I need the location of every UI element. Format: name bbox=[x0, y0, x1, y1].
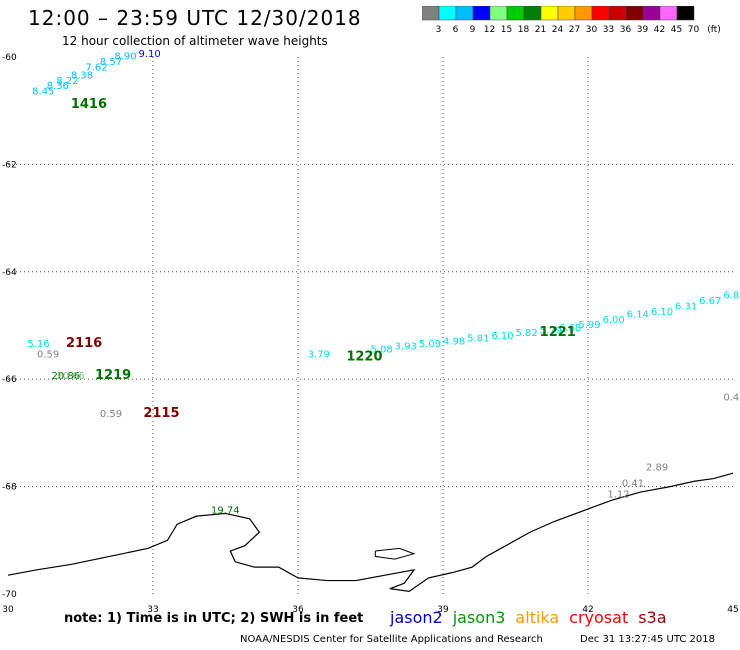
legend-label: 3 bbox=[436, 25, 442, 34]
wave-height-value: 8.90 bbox=[114, 52, 136, 63]
satellite-jason2: jason2 bbox=[390, 608, 443, 627]
wave-height-value: 5.16 bbox=[27, 339, 49, 350]
wave-height-value: 8.57 bbox=[100, 57, 122, 68]
wave-height-value: 6.14 bbox=[627, 309, 649, 320]
pass-time-label: 2115 bbox=[143, 406, 179, 421]
wave-height-value: 8.45 bbox=[32, 87, 54, 98]
wave-height-value: 4.98 bbox=[443, 336, 465, 347]
wave-height-value: 1.12 bbox=[607, 489, 629, 500]
satellite-legend: jason2 jason3 altika cryosat s3a bbox=[390, 608, 677, 627]
lat-tick-label: -62 bbox=[2, 160, 17, 170]
pass-time-label: 1221 bbox=[540, 325, 576, 340]
antarctic-coastline bbox=[7, 472, 734, 592]
wave-height-value: 9.10 bbox=[139, 49, 161, 60]
pass-time-label: 1220 bbox=[346, 349, 382, 364]
pass-time-label: 1416 bbox=[71, 97, 107, 112]
wave-height-legend: 3 6 9 12 15 18 21 24 27 30 33 36 39 42 45 70 (ft) bbox=[422, 6, 721, 34]
wave-height-value: 8.38 bbox=[71, 70, 93, 81]
wave-height-value: 2.89 bbox=[646, 462, 668, 473]
lat-tick-label: -68 bbox=[2, 483, 17, 493]
legend-label: 27 bbox=[569, 25, 580, 34]
lat-tick-label: -60 bbox=[2, 53, 17, 63]
wave-height-value: 0.59 bbox=[100, 409, 122, 420]
satellite-altika: altika bbox=[515, 608, 560, 627]
legend-label: 33 bbox=[603, 25, 614, 34]
lon-tick-label: 36 bbox=[292, 605, 304, 615]
track-2115: 0.59 2115 bbox=[100, 406, 180, 421]
wave-height-value: 8.36 bbox=[47, 81, 69, 92]
legend-label: 24 bbox=[552, 25, 564, 34]
legend-label: 70 bbox=[688, 25, 700, 34]
legend-label: 15 bbox=[501, 25, 512, 34]
wave-height-value: 20.86 bbox=[52, 371, 81, 382]
legend-label: 21 bbox=[535, 25, 546, 34]
track-coast: 19.74 bbox=[211, 505, 240, 516]
legend-label: 30 bbox=[586, 25, 598, 34]
wave-height-value: 0.41 bbox=[723, 393, 740, 404]
wave-height-value: 6.10 bbox=[491, 331, 513, 342]
lon-tick-label: 39 bbox=[437, 605, 449, 615]
wave-height-value: 6.68 bbox=[559, 323, 581, 334]
legend-label: 36 bbox=[620, 25, 632, 34]
track-1220: 3.79 5.08 3.93 5.09 4.98 5.81 6.10 5.82 5.796.68… bbox=[308, 291, 740, 365]
wave-height-value: 5.79 bbox=[540, 326, 562, 337]
satellite-s3a: s3a bbox=[638, 608, 667, 627]
wave-height-value: 5.81 bbox=[467, 334, 489, 345]
generated-timestamp: Dec 31 13:27:45 UTC 2018 bbox=[580, 634, 715, 645]
legend-label: 18 bbox=[518, 25, 530, 34]
legend-label: 12 bbox=[484, 25, 495, 34]
lon-tick-label: 45 bbox=[727, 605, 738, 615]
wave-height-value: 7.62 bbox=[85, 62, 107, 73]
legend-label: 9 bbox=[470, 25, 476, 34]
wave-height-value: 0.41 bbox=[622, 479, 644, 490]
credit-text: NOAA/NESDIS Center for Satellite Applica… bbox=[240, 634, 543, 645]
wave-height-value: 20.06 bbox=[56, 371, 85, 382]
wave-height-value: 8.22 bbox=[56, 76, 78, 87]
legend-label: 39 bbox=[637, 25, 649, 34]
lat-tick-label: -66 bbox=[2, 375, 17, 385]
wave-height-value: 6.67 bbox=[699, 296, 721, 307]
lon-tick-label: 30 bbox=[2, 605, 14, 615]
wave-height-value: 3.93 bbox=[395, 342, 417, 353]
lat-tick-label: -70 bbox=[2, 590, 17, 600]
wave-height-value: 3.79 bbox=[308, 350, 330, 361]
legend-label: 42 bbox=[654, 25, 665, 34]
lon-tick-label: 33 bbox=[147, 605, 158, 615]
map-title: 12:00 – 23:59 UTC 12/30/2018 bbox=[28, 6, 362, 30]
satellite-cryosat: cryosat bbox=[569, 608, 629, 627]
legend-label: 6 bbox=[453, 25, 459, 34]
track-east: 0.412.890.411.12 bbox=[607, 393, 740, 501]
legend-unit: (ft) bbox=[707, 25, 721, 34]
pass-time-label: 1219 bbox=[95, 368, 131, 383]
map-subtitle: 12 hour collection of altimeter wave hei… bbox=[62, 34, 328, 48]
pass-time-label: 2116 bbox=[66, 336, 102, 351]
wave-height-value: 6.85 bbox=[723, 291, 740, 302]
wave-height-value: 5.82 bbox=[516, 328, 538, 339]
units-note: note: 1) Time is in UTC; 2) SWH is in fe… bbox=[64, 611, 364, 626]
lat-tick-label: -64 bbox=[2, 268, 17, 278]
wave-height-value: 5.09 bbox=[419, 339, 441, 350]
wave-height-value: 5.99 bbox=[578, 320, 600, 331]
wave-height-value: 0.59 bbox=[37, 350, 59, 361]
coastal-island bbox=[374, 547, 416, 560]
wave-height-value: 6.00 bbox=[603, 315, 625, 326]
track-2116: 5.160.59 2116 bbox=[27, 336, 102, 361]
wave-height-value: 19.74 bbox=[211, 505, 240, 516]
legend-swatch bbox=[676, 6, 695, 21]
wave-height-value: 6.31 bbox=[675, 301, 697, 312]
satellite-jason3: jason3 bbox=[452, 608, 506, 627]
graticule bbox=[8, 57, 733, 594]
lon-tick-label: 42 bbox=[582, 605, 593, 615]
track-1221: 1221 bbox=[540, 325, 576, 340]
wave-height-value: 6.10 bbox=[651, 307, 673, 318]
legend-label: 45 bbox=[671, 25, 682, 34]
wave-height-value: 5.08 bbox=[371, 344, 393, 355]
track-1416: 8.458.368.228.387.628.578.90 9.10 1416 bbox=[32, 49, 161, 112]
